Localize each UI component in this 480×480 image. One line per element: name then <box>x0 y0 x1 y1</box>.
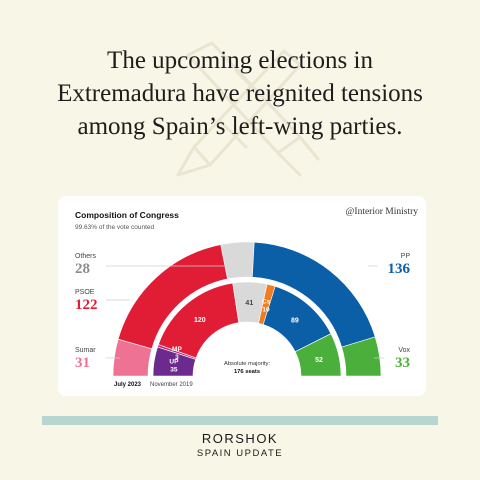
chart-subtitle: 99.63% of the vote counted <box>75 224 155 231</box>
brand-name: RORSHOK <box>201 431 279 446</box>
divider-bar <box>42 416 438 425</box>
side-label-pp: PP <box>401 253 411 260</box>
inner-label-1: MP <box>172 346 182 353</box>
headline-line-2: Extremadura have reignited tensions <box>57 80 423 107</box>
legend-outer-series: July 2023 <box>114 382 142 388</box>
side-label-others: Others <box>75 253 97 260</box>
side-label-vox: Vox <box>398 347 410 354</box>
side-label-sumar: Sumar <box>75 347 96 354</box>
inner-value-5: 89 <box>291 318 299 325</box>
majority-label: Absolute majority: <box>224 361 270 367</box>
brand-subtitle: SPAIN UPDATE <box>196 448 284 459</box>
side-label-psoe: PSOE <box>75 289 95 296</box>
inner-value-6: 52 <box>315 357 323 364</box>
inner-value-0: 35 <box>170 366 178 373</box>
headline-line-1: The upcoming elections in <box>107 47 373 74</box>
side-value-others: 28 <box>75 261 90 277</box>
side-value-pp: 136 <box>388 261 411 277</box>
headline-line-3: among Spain’s left-wing parties. <box>77 113 403 140</box>
legend-inner-series: November 2019 <box>150 382 193 388</box>
inner-value-3: 41 <box>245 300 253 307</box>
chart-title: Composition of Congress <box>75 210 179 220</box>
chart-card: Composition of Congress 99.63% of the vo… <box>58 196 426 396</box>
majority-value: 176 seats <box>234 369 260 375</box>
headline: The upcoming elections in Extremadura ha… <box>40 44 440 143</box>
inner-value-1: 3 <box>175 354 179 361</box>
side-value-psoe: 122 <box>75 297 98 313</box>
seat-segment-inner-vox <box>294 333 342 377</box>
chart-source: @Interior Ministry <box>345 207 418 217</box>
faded-logo-watermark <box>176 41 320 177</box>
side-value-sumar: 31 <box>75 355 90 371</box>
inner-value-4: 10 <box>262 306 270 313</box>
side-value-vox: 33 <box>395 355 410 371</box>
inner-label-4: Cs <box>262 298 271 305</box>
seat-segment-outer-vox <box>341 336 382 377</box>
inner-label-0: UP <box>169 358 179 365</box>
inner-value-2: 120 <box>194 317 206 324</box>
